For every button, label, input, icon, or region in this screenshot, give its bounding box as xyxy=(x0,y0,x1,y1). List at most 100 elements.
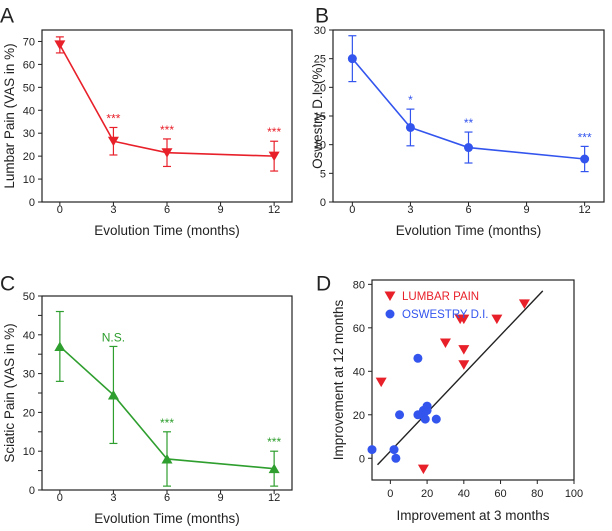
series-line xyxy=(351,58,585,160)
plot-frame xyxy=(41,29,293,203)
panel-letter: B xyxy=(315,5,329,28)
data-point xyxy=(439,338,451,349)
x-tick-label: 12 xyxy=(579,204,591,216)
y-tick-label: 0 xyxy=(29,485,35,497)
y-tick-label: 20 xyxy=(23,151,35,163)
legend-label: LUMBAR PAIN xyxy=(402,291,479,303)
x-tick-label: 6 xyxy=(465,204,471,216)
data-point xyxy=(417,464,429,475)
series-line xyxy=(59,44,275,157)
significance-label: * xyxy=(408,93,413,107)
series-line xyxy=(59,345,275,470)
x-tick-label: 100 xyxy=(565,488,583,500)
panel-letter: C xyxy=(0,273,15,296)
data-point xyxy=(161,453,173,464)
x-tick-label: 80 xyxy=(531,488,543,500)
data-point xyxy=(395,410,405,420)
data-point xyxy=(54,341,66,351)
x-tick-label: 12 xyxy=(268,204,280,216)
y-tick-label: 10 xyxy=(23,174,35,186)
x-tick-label: 0 xyxy=(387,488,393,500)
panel-letter: D xyxy=(316,273,331,296)
data-point xyxy=(391,453,401,463)
y-axis-label: Oswestry D.I. (%) xyxy=(310,63,325,169)
data-point xyxy=(375,377,387,388)
x-axis-label: Improvement at 3 months xyxy=(396,508,549,523)
y-tick-label: 70 xyxy=(23,36,35,48)
data-point xyxy=(161,148,173,158)
y-tick-label: 60 xyxy=(23,59,35,71)
panel-d: D 0 20 40 60 80 100 0 20 40 60 80 Improvement at 3 m… xyxy=(316,273,583,523)
x-tick-label: 0 xyxy=(349,204,355,216)
y-tick-label: 60 xyxy=(353,323,365,335)
x-tick-label: 9 xyxy=(218,492,224,504)
y-tick-label: 20 xyxy=(353,410,365,422)
x-tick-label: 12 xyxy=(268,492,280,504)
x-axis-label: Evolution Time (months) xyxy=(94,223,240,238)
y-tick-label: 40 xyxy=(23,330,35,342)
panel-c: C 0 3 6 9 12 0 10 20 30 40 50 Evolution Time (months… xyxy=(0,273,293,526)
data-point xyxy=(389,445,399,455)
y-tick-label: 10 xyxy=(314,140,326,152)
x-tick-label: 20 xyxy=(421,488,433,500)
x-tick-label: 3 xyxy=(110,204,116,216)
legend-marker xyxy=(385,309,395,319)
significance-label: *** xyxy=(160,123,174,137)
x-tick-label: 3 xyxy=(110,492,116,504)
legend-label: OSWESTRY D.I. xyxy=(402,309,488,321)
y-tick-label: 80 xyxy=(353,279,365,291)
data-point xyxy=(413,353,423,363)
y-tick-label: 0 xyxy=(29,197,35,209)
significance-label: *** xyxy=(106,111,120,125)
y-tick-label: 25 xyxy=(314,54,326,66)
y-tick-label: 30 xyxy=(314,25,326,37)
y-tick-label: 40 xyxy=(353,366,365,378)
y-tick-label: 15 xyxy=(314,111,326,123)
data-point xyxy=(268,463,280,474)
data-point xyxy=(518,299,530,309)
plot-frame xyxy=(371,279,575,481)
data-point xyxy=(491,314,503,325)
y-tick-label: 20 xyxy=(314,82,326,94)
y-tick-label: 30 xyxy=(23,128,35,140)
x-tick-label: 0 xyxy=(57,204,63,216)
y-axis-label: Lumbar Pain (VAS in %) xyxy=(2,43,17,188)
significance-label: *** xyxy=(267,125,281,139)
x-tick-label: 9 xyxy=(524,204,530,216)
x-tick-label: 6 xyxy=(164,492,170,504)
data-point xyxy=(431,414,441,424)
data-point xyxy=(464,143,473,153)
data-point xyxy=(422,401,432,411)
significance-label: *** xyxy=(160,416,174,430)
y-tick-label: 20 xyxy=(23,407,35,419)
data-point xyxy=(367,445,377,455)
y-tick-label: 50 xyxy=(23,82,35,94)
y-tick-label: 10 xyxy=(23,446,35,458)
y-tick-label: 0 xyxy=(320,197,326,209)
data-point xyxy=(580,154,590,164)
y-tick-label: 30 xyxy=(23,369,35,381)
x-tick-label: 6 xyxy=(164,204,170,216)
data-point xyxy=(458,360,470,370)
y-tick-label: 5 xyxy=(320,168,326,180)
data-point xyxy=(268,151,280,162)
significance-label: N.S. xyxy=(102,330,125,344)
y-axis-label: Sciatic Pain (VAS in %) xyxy=(2,323,17,462)
x-tick-label: 40 xyxy=(458,488,470,500)
y-tick-label: 50 xyxy=(23,291,35,303)
data-point xyxy=(420,414,430,424)
x-axis-label: Evolution Time (months) xyxy=(94,511,240,526)
x-tick-label: 60 xyxy=(494,488,506,500)
y-tick-label: 0 xyxy=(359,453,365,465)
data-point xyxy=(54,40,66,50)
data-point xyxy=(107,136,119,147)
panel-b: B 0 3 6 9 12 0 5 10 15 20 25 30 Evolution Time (month… xyxy=(310,5,605,238)
y-tick-label: 40 xyxy=(23,105,35,117)
x-tick-label: 3 xyxy=(407,204,413,216)
panel-letter: A xyxy=(0,5,14,28)
regression-line xyxy=(377,290,544,466)
y-axis-label: Improvement at 12 months xyxy=(331,299,346,460)
significance-label: ** xyxy=(464,116,474,130)
